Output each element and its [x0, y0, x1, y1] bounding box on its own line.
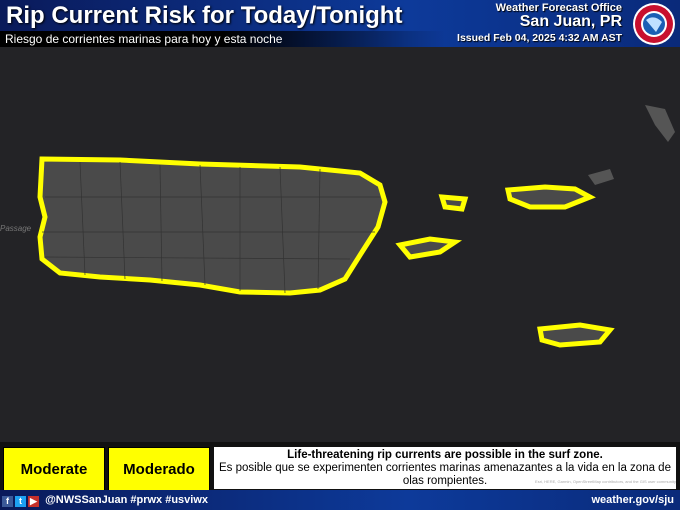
page-subtitle: Riesgo de corrientes marinas para hoy y …	[0, 31, 445, 47]
risk-legend: Moderate Moderado Life-threatening rip c…	[0, 442, 680, 491]
message-english: Life-threatening rip currents are possib…	[287, 449, 603, 461]
footer: f t ▶ @NWSSanJuan #prwx #usviwx weather.go…	[0, 490, 680, 510]
nws-logo-icon	[633, 3, 675, 45]
culebra-island	[438, 194, 469, 212]
st-croix-island	[537, 322, 615, 348]
st-thomas-st-john-islands	[504, 184, 596, 210]
message-spanish: Es posible que se experimenten corriente…	[219, 462, 671, 487]
passage-label: Passage	[0, 224, 32, 233]
vieques-island	[395, 236, 463, 260]
header: Rip Current Risk for Today/Tonight Riesg…	[0, 0, 680, 47]
other-islands	[588, 105, 675, 185]
office-name: San Juan, PR	[519, 13, 622, 30]
issued-time: Issued Feb 04, 2025 4:32 AM AST	[457, 32, 622, 44]
risk-coastline	[37, 156, 615, 348]
rip-current-map	[37, 105, 675, 348]
risk-level-spanish: Moderado	[108, 447, 210, 491]
page-title: Rip Current Risk for Today/Tonight	[6, 2, 403, 29]
social-handle: @NWSSanJuan #prwx #usviwx	[45, 494, 209, 506]
facebook-icon[interactable]: f	[2, 496, 13, 507]
municipality-borders	[42, 161, 380, 294]
office-label: Weather Forecast Office	[495, 2, 622, 14]
puerto-rico-island	[37, 156, 388, 296]
twitter-icon[interactable]: t	[15, 496, 26, 507]
risk-message: Life-threatening rip currents are possib…	[214, 447, 676, 489]
youtube-icon[interactable]: ▶	[28, 496, 39, 507]
map-attribution: Esri, HERE, Garmin, OpenStreetMap contri…	[535, 479, 676, 484]
website-link[interactable]: weather.gov/sju	[591, 494, 674, 506]
risk-level-english: Moderate	[3, 447, 105, 491]
